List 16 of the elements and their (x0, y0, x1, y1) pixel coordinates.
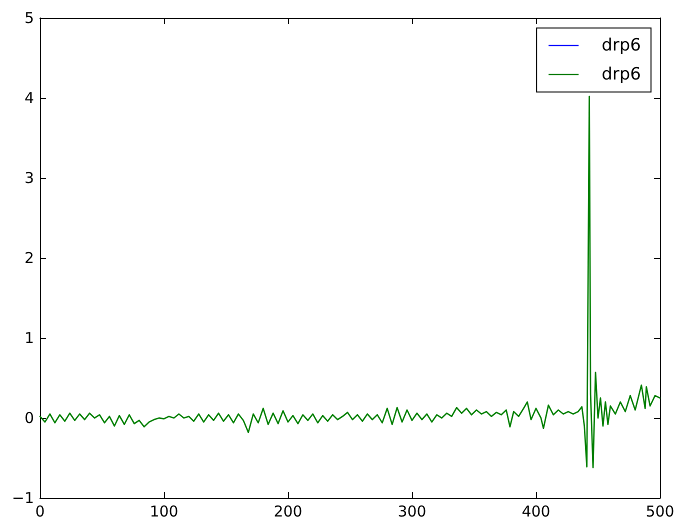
x-tick-label: 100 (150, 502, 178, 520)
y-tick-label: 5 (24, 9, 34, 27)
y-tick-label: 3 (24, 169, 34, 187)
y-tick-label: 2 (24, 249, 34, 267)
y-tick-label: 1 (24, 329, 34, 347)
legend-label: drp6 (602, 64, 642, 84)
y-tick-label: −1 (12, 489, 34, 507)
legend-label: drp6 (602, 36, 642, 56)
x-tick-label: 200 (274, 502, 302, 520)
y-tick-label: 0 (24, 409, 34, 427)
x-tick-label: 0 (35, 502, 45, 520)
x-tick-label: 400 (522, 502, 550, 520)
x-tick-label: 300 (398, 502, 426, 520)
x-tick-label: 500 (646, 502, 674, 520)
y-tick-label: 4 (24, 89, 34, 107)
line-series (39, 96, 661, 468)
